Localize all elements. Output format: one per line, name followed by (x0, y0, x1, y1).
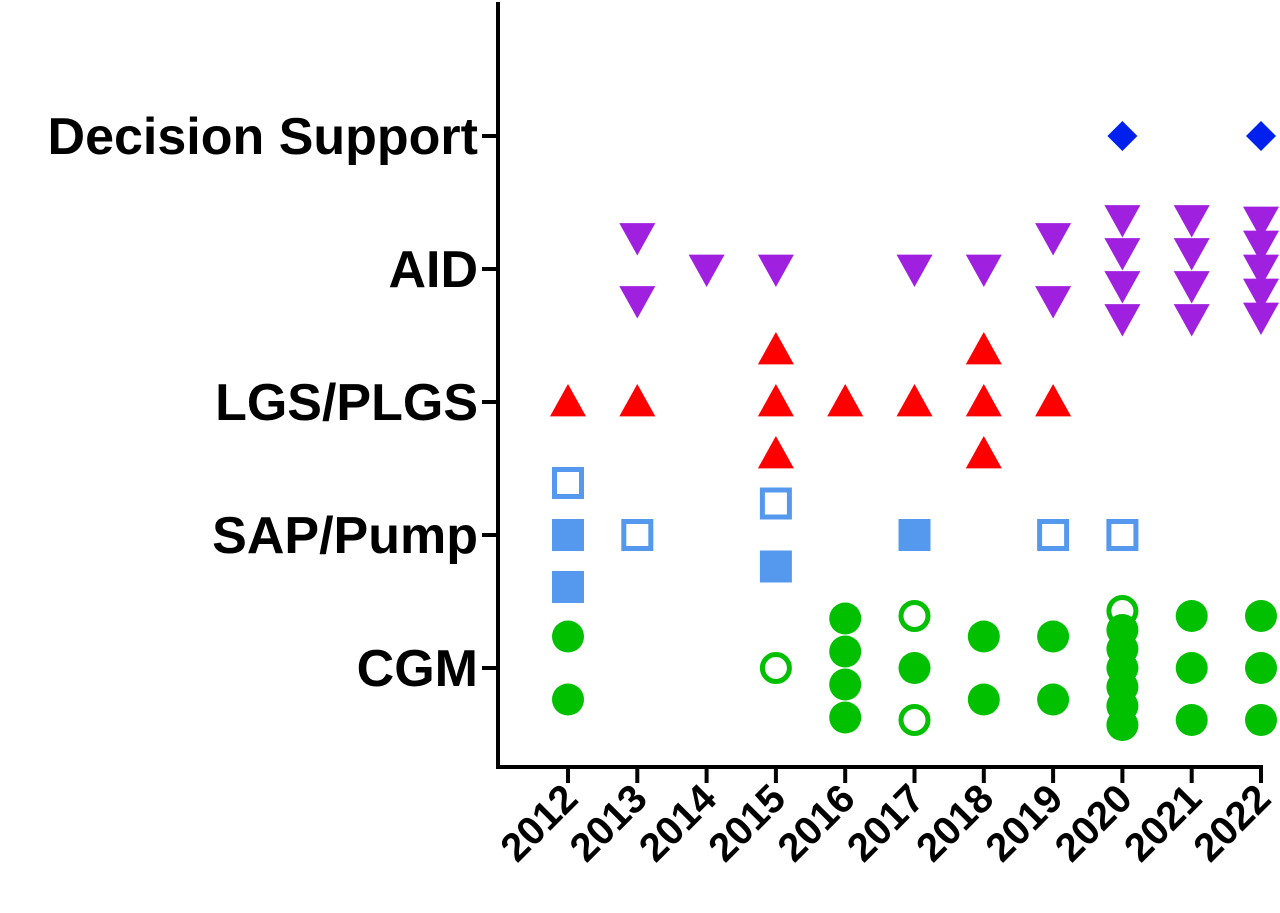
marker-cgm-2020-7 (1106, 709, 1139, 741)
marker-cgm-2021-1 (1175, 600, 1208, 632)
marker-cgm-2018-2 (967, 683, 1000, 716)
x-tick-label-2012: 2012 (492, 776, 586, 870)
marker-aid-2022-2 (1243, 230, 1279, 263)
marker-aid-2014-1 (688, 254, 725, 287)
marker-aid-2020-2 (1104, 238, 1141, 271)
marker-cgm-2016-2 (829, 635, 862, 668)
marker-aid-2022-1 (1243, 206, 1279, 239)
marker-lgs-plgs-2017-1 (896, 384, 933, 417)
marker-aid-2013-2 (619, 286, 656, 319)
x-axis-labels: 2012201320142015201620172018201920202021… (492, 767, 1279, 870)
y-tick-label-aid: AID (388, 241, 478, 299)
marker-lgs-plgs-2018-3 (965, 436, 1002, 469)
marker-cgm-2017-2 (898, 652, 931, 684)
x-tick-label-2018: 2018 (908, 776, 1002, 870)
marker-lgs-plgs-2018-1 (965, 332, 1002, 365)
marker-cgm-2017-3 (898, 704, 931, 736)
marker-lgs-plgs-2018-2 (965, 384, 1002, 417)
x-tick-label-2014: 2014 (631, 776, 726, 871)
marker-decision-support-2020-1 (1107, 121, 1138, 151)
marker-aid-2018-1 (965, 254, 1002, 287)
marker-cgm-2017-1 (898, 600, 931, 632)
marker-aid-2020-1 (1104, 205, 1141, 238)
marker-aid-2021-1 (1173, 205, 1210, 238)
marker-cgm-2012-2 (552, 683, 584, 716)
marker-sap-pump-2012-3 (552, 571, 584, 603)
marker-sap-pump-2017-1 (898, 519, 931, 551)
marker-lgs-plgs-2015-3 (757, 436, 794, 469)
marker-sap-pump-2015-1 (759, 487, 792, 520)
marker-aid-2019-2 (1035, 286, 1072, 319)
marker-cgm-2016-4 (829, 701, 862, 734)
marker-cgm-2015-1 (759, 652, 792, 684)
marker-sap-pump-2020-1 (1106, 519, 1139, 551)
marker-sap-pump-2012-2 (552, 519, 584, 551)
x-tick-label-2015: 2015 (700, 776, 794, 870)
marker-aid-2020-3 (1104, 271, 1141, 304)
marker-cgm-2016-3 (829, 668, 862, 701)
y-axis-labels: CGM SAP/Pump LGS/PLGS AID Decision Support (48, 108, 498, 698)
marker-aid-2022-4 (1243, 278, 1279, 311)
marker-aid-2013-1 (619, 223, 656, 256)
x-tick-label-2016: 2016 (770, 776, 864, 870)
marker-lgs-plgs-2012-1 (550, 384, 586, 417)
marker-cgm-2012-1 (552, 620, 584, 653)
x-tick-label-2013: 2013 (562, 776, 656, 870)
marker-cgm-2018-1 (967, 620, 1000, 653)
axes (496, 2, 1263, 769)
marker-lgs-plgs-2019-1 (1035, 384, 1072, 417)
marker-cgm-2021-2 (1175, 652, 1208, 684)
marker-lgs-plgs-2013-1 (619, 384, 656, 417)
marker-aid-2021-2 (1173, 238, 1210, 271)
marker-sap-pump-2012-1 (552, 467, 584, 499)
marker-aid-2021-4 (1173, 304, 1210, 337)
data-marks (550, 121, 1279, 741)
marker-aid-2021-3 (1173, 271, 1210, 304)
marker-aid-2022-5 (1243, 302, 1279, 335)
marker-lgs-plgs-2015-1 (757, 332, 794, 365)
marker-cgm-2019-2 (1037, 683, 1070, 716)
y-tick-label-sap-pump: SAP/Pump (212, 507, 478, 565)
marker-aid-2022-3 (1243, 254, 1279, 287)
x-tick-label-2021: 2021 (1116, 776, 1210, 870)
marker-cgm-2019-1 (1037, 620, 1070, 653)
x-tick-label-2022: 2022 (1185, 776, 1279, 870)
marker-lgs-plgs-2015-2 (757, 384, 794, 417)
marker-sap-pump-2013-1 (621, 519, 654, 551)
marker-cgm-2021-3 (1175, 704, 1208, 736)
marker-lgs-plgs-2016-1 (827, 384, 864, 417)
marker-decision-support-2022-1 (1246, 121, 1276, 151)
y-tick-label-lgs-plgs: LGS/PLGS (215, 374, 478, 432)
marker-cgm-2022-2 (1245, 652, 1277, 684)
marker-cgm-2022-3 (1245, 704, 1277, 736)
marker-cgm-2022-1 (1245, 600, 1277, 632)
marker-sap-pump-2019-1 (1037, 519, 1070, 551)
marker-aid-2020-4 (1104, 304, 1141, 337)
x-tick-label-2019: 2019 (977, 776, 1071, 870)
marker-aid-2019-1 (1035, 223, 1072, 256)
marker-sap-pump-2015-2 (759, 550, 792, 583)
marker-cgm-2016-1 (829, 602, 862, 635)
x-tick-label-2020: 2020 (1047, 776, 1141, 870)
marker-aid-2015-1 (757, 254, 794, 287)
marker-aid-2017-1 (896, 254, 933, 287)
y-tick-label-decision-support: Decision Support (48, 108, 478, 166)
x-tick-label-2017: 2017 (839, 776, 933, 870)
y-tick-label-cgm: CGM (357, 640, 478, 698)
